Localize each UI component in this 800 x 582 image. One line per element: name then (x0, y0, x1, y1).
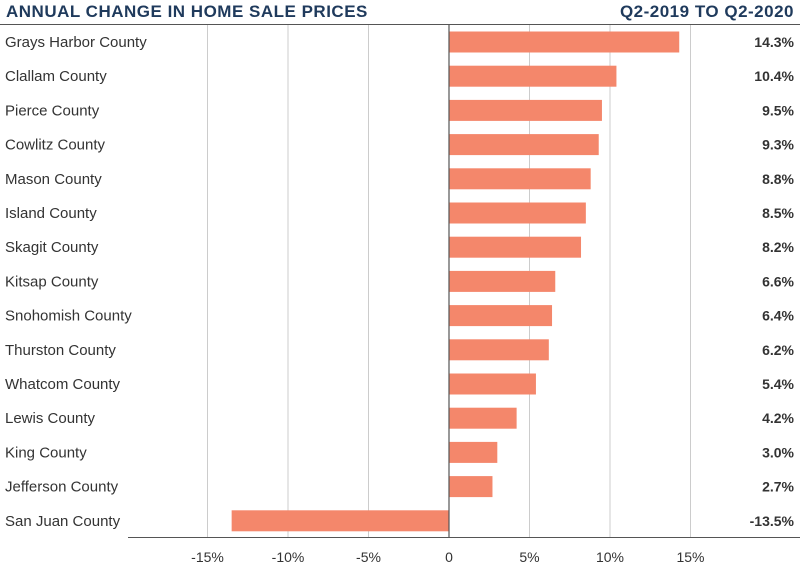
value-label: 6.2% (762, 342, 794, 358)
category-label: Thurston County (5, 342, 116, 359)
value-label: -13.5% (750, 513, 795, 529)
tick-label: -10% (272, 549, 305, 565)
value-label: 8.5% (762, 205, 794, 221)
bar (449, 407, 517, 429)
bar (449, 270, 556, 292)
value-label: 6.6% (762, 273, 794, 289)
category-label: Skagit County (5, 239, 99, 256)
tick-label: 5% (519, 549, 539, 565)
category-label: Whatcom County (5, 376, 121, 393)
chart-title: ANNUAL CHANGE IN HOME SALE PRICES (6, 2, 368, 21)
bar (449, 99, 602, 121)
bar (449, 476, 493, 498)
value-label: 6.4% (762, 308, 794, 324)
category-label: Kitsap County (5, 273, 99, 290)
category-label: Cowlitz County (5, 137, 106, 154)
chart-period: Q2-2019 TO Q2-2020 (619, 2, 794, 21)
category-label: Pierce County (5, 102, 100, 119)
value-label: 5.4% (762, 376, 794, 392)
tick-label: -5% (356, 549, 381, 565)
bar (449, 441, 498, 463)
category-label: Grays Harbor County (5, 34, 147, 51)
bar (231, 510, 449, 532)
value-label: 10.4% (754, 68, 794, 84)
bar (449, 305, 553, 327)
category-label: Jefferson County (5, 479, 119, 496)
value-label: 3.0% (762, 444, 794, 460)
bar (449, 202, 586, 224)
category-label: Clallam County (5, 68, 107, 85)
value-label: 9.5% (762, 102, 794, 118)
bar (449, 134, 599, 156)
category-label: King County (5, 444, 87, 461)
value-label: 14.3% (754, 34, 794, 50)
value-label: 2.7% (762, 479, 794, 495)
category-label: Mason County (5, 171, 102, 188)
value-label: 8.8% (762, 171, 794, 187)
tick-label: 0 (445, 549, 453, 565)
value-label: 9.3% (762, 137, 794, 153)
bar (449, 236, 582, 258)
value-label: 8.2% (762, 239, 794, 255)
tick-label: 10% (596, 549, 624, 565)
category-label: Island County (5, 205, 97, 222)
chart-header: ANNUAL CHANGE IN HOME SALE PRICES Q2-201… (0, 0, 800, 24)
category-label: San Juan County (5, 513, 121, 530)
bar (449, 373, 536, 395)
tick-label: 15% (676, 549, 704, 565)
tick-label: -15% (191, 549, 224, 565)
value-label: 4.2% (762, 410, 794, 426)
category-label: Lewis County (5, 410, 96, 427)
bar (449, 31, 680, 53)
category-label: Snohomish County (5, 308, 132, 325)
bar (449, 339, 549, 361)
bar (449, 65, 617, 87)
bar (449, 168, 591, 190)
